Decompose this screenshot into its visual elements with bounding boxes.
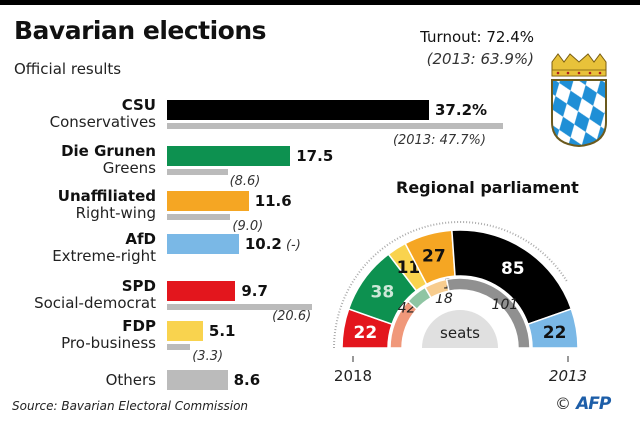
previous-value-label: (3.3) bbox=[192, 349, 224, 364]
bar-2013 bbox=[167, 123, 503, 129]
party-description: Social-democrat bbox=[34, 294, 156, 312]
seat-segment-2013-csu bbox=[445, 277, 531, 349]
party-description: Greens bbox=[102, 159, 156, 177]
value-label: 10.2 (-) bbox=[244, 235, 301, 253]
parliament-title: Regional parliament bbox=[396, 178, 579, 197]
seat-label-2018: 85 bbox=[501, 259, 525, 279]
party-description: Extreme-right bbox=[52, 247, 156, 265]
party-name: AfD bbox=[125, 230, 156, 248]
bar-2018 bbox=[167, 321, 203, 341]
party-name: CSU bbox=[121, 96, 156, 114]
value-label: 8.6 bbox=[233, 371, 261, 389]
seat-segment-2018-afd bbox=[526, 308, 579, 349]
party-name: SPD bbox=[121, 277, 156, 295]
value-label: 5.1 bbox=[208, 322, 236, 340]
turnout-previous: (2013: 63.9%) bbox=[426, 50, 534, 68]
bar-2018 bbox=[167, 234, 239, 254]
bar-2013 bbox=[167, 169, 228, 175]
bar-2018 bbox=[167, 191, 249, 211]
parliament-hemicycle: 223811278522421819101seats20182013 bbox=[333, 221, 587, 385]
seats-center bbox=[422, 310, 498, 348]
bar-2018 bbox=[167, 146, 291, 166]
previous-value-label: (9.0) bbox=[232, 219, 264, 234]
year-label-2013: 2013 bbox=[549, 367, 587, 385]
party-name: Die Grunen bbox=[61, 142, 156, 160]
bavaria-coat-of-arms-icon bbox=[551, 53, 607, 148]
seat-label-2013: 101 bbox=[492, 297, 519, 313]
seat-label-2018: 38 bbox=[370, 283, 394, 303]
bar-2013 bbox=[167, 214, 231, 220]
bar-2013 bbox=[167, 304, 313, 310]
previous-value-label: (8.6) bbox=[229, 174, 261, 189]
top-bar bbox=[0, 0, 640, 5]
party-description: Right-wing bbox=[75, 204, 156, 222]
seat-label-2018: 22 bbox=[354, 323, 378, 343]
party-description: Conservatives bbox=[49, 113, 156, 131]
seat-label-2018: 27 bbox=[422, 247, 446, 267]
previous-value-label: (2013: 47.7%) bbox=[392, 133, 486, 148]
seats-label: seats bbox=[440, 324, 480, 342]
value-label: 11.6 bbox=[254, 192, 292, 210]
turnout-value: Turnout: 72.4% bbox=[420, 28, 534, 46]
source-note: Source: Bavarian Electoral Commission bbox=[12, 399, 249, 413]
party-description: Pro-business bbox=[61, 334, 156, 352]
previous-value-label: (-) bbox=[281, 238, 301, 253]
bar-2018 bbox=[167, 281, 236, 301]
agency-name: AFP bbox=[576, 394, 611, 414]
party-description: Others bbox=[105, 371, 156, 389]
party-name: Unaffiliated bbox=[57, 187, 156, 205]
bar-2018 bbox=[167, 370, 228, 390]
chart-title: Bavarian elections bbox=[14, 16, 267, 45]
afp-logo: © AFP bbox=[555, 394, 611, 414]
chart-subtitle: Official results bbox=[14, 60, 122, 78]
seat-label-2018: 22 bbox=[543, 323, 567, 343]
value-label: 17.5 bbox=[296, 147, 334, 165]
bar-2013 bbox=[167, 344, 191, 350]
copyright-icon: © bbox=[555, 394, 571, 413]
guide-arc bbox=[333, 221, 569, 349]
party-name: FDP bbox=[122, 317, 156, 335]
value-label: 9.7 bbox=[241, 282, 268, 300]
seat-label-2018: 11 bbox=[397, 258, 421, 278]
value-label: 37.2% bbox=[435, 101, 488, 119]
previous-value-label: (20.6) bbox=[272, 309, 312, 324]
year-label-2018: 2018 bbox=[334, 367, 372, 385]
turnout: Turnout: 72.4% (2013: 63.9%) bbox=[420, 26, 534, 70]
bar-2018 bbox=[167, 100, 429, 120]
seat-label-2013: 18 bbox=[435, 291, 453, 307]
